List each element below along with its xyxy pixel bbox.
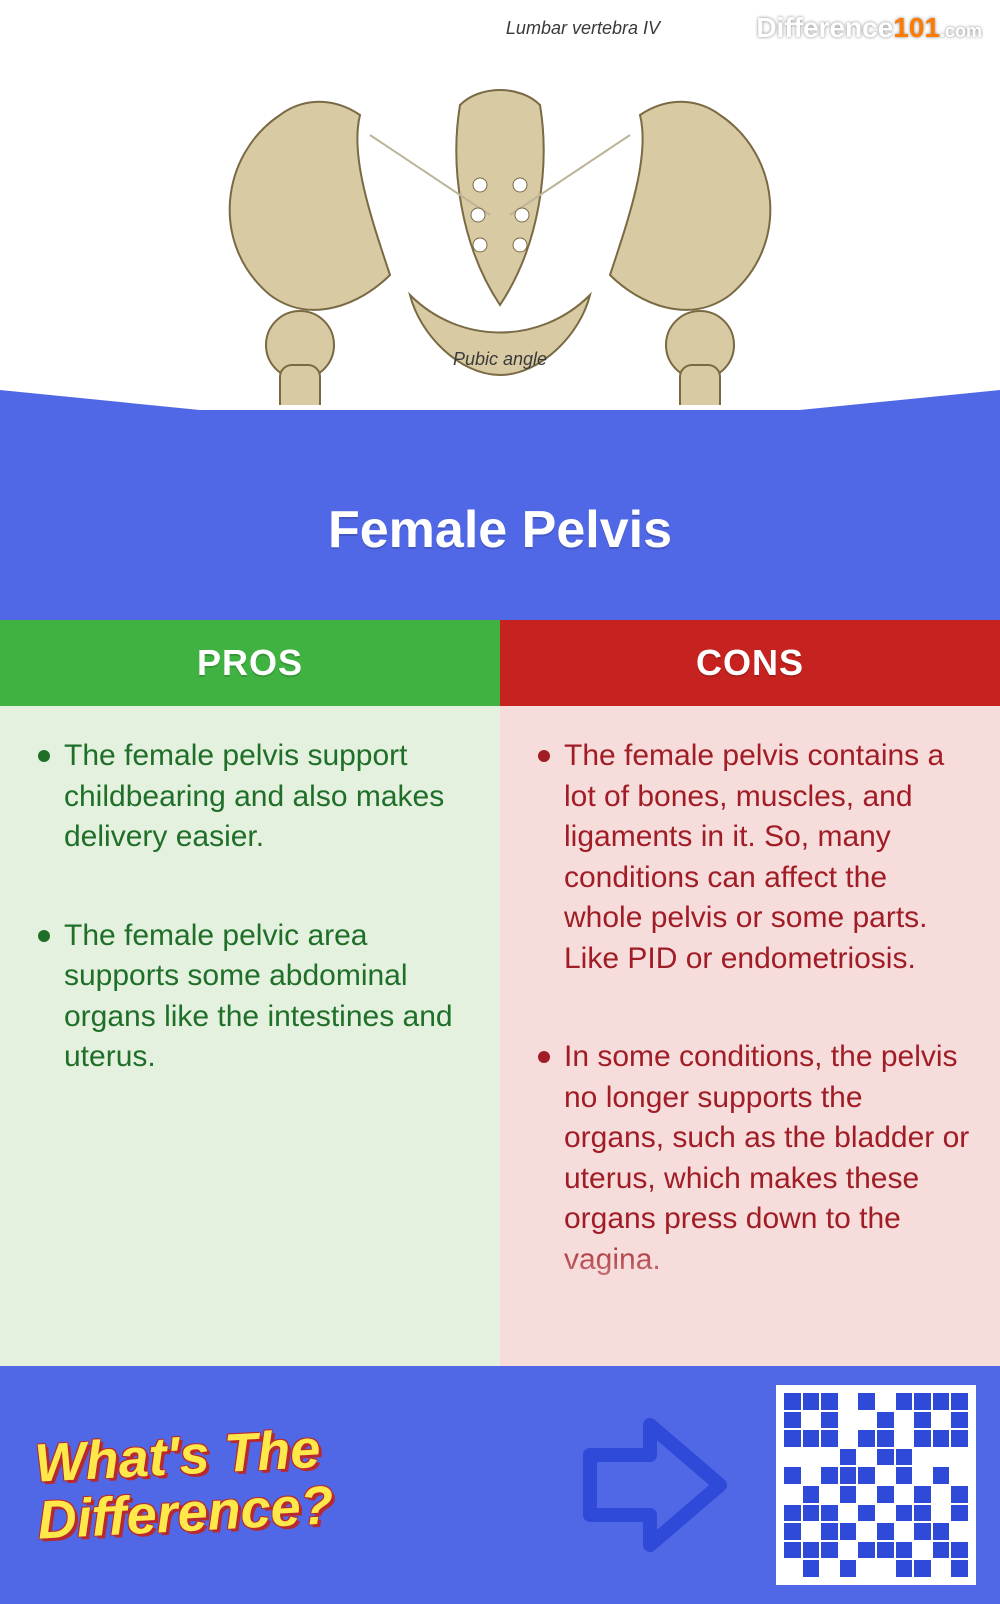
page-title: Female Pelvis <box>328 500 672 560</box>
columns-body-row: The female pelvis support childbearing a… <box>0 706 1000 1366</box>
pros-header: PROS <box>0 620 500 706</box>
cons-item-text: The female pelvis contains a lot of bone… <box>564 739 944 975</box>
anatomy-label-bottom: Pubic angle <box>453 349 547 370</box>
pros-body: The female pelvis support childbearing a… <box>0 706 500 1366</box>
pros-item-text: The female pelvic area supports some abd… <box>64 919 453 1074</box>
list-item: The female pelvis support childbearing a… <box>30 736 470 858</box>
title-band: Female Pelvis <box>0 410 1000 620</box>
anatomy-label-top: Lumbar vertebra IV <box>506 18 660 39</box>
list-item: The female pelvis contains a lot of bone… <box>530 736 970 979</box>
columns-header-row: PROS CONS <box>0 620 1000 706</box>
brand-pre: Difference <box>756 12 893 43</box>
qr-code[interactable] <box>776 1385 976 1585</box>
site-brand: Difference101.com <box>756 12 982 44</box>
arrow-right-icon <box>570 1405 730 1565</box>
brand-suffix: .com <box>940 21 982 41</box>
hero-image-area: Difference101.com Lumbar vertebra IV <box>0 0 1000 430</box>
footer-band: What's The Difference? <box>0 1366 1000 1604</box>
pros-item-text: The female pelvis support childbearing a… <box>64 739 444 853</box>
chevron-divider-icon <box>0 390 1000 440</box>
list-item: The female pelvic area supports some abd… <box>30 916 470 1078</box>
cons-item-text: In some conditions, the pelvis no longer… <box>564 1040 969 1276</box>
brand-accent: 101 <box>893 12 940 43</box>
cons-header: CONS <box>500 620 1000 706</box>
pros-fade-overlay <box>0 1236 500 1366</box>
cta-text: What's The Difference? <box>33 1421 335 1550</box>
cons-body: The female pelvis contains a lot of bone… <box>500 706 1000 1366</box>
list-item: In some conditions, the pelvis no longer… <box>530 1037 970 1280</box>
